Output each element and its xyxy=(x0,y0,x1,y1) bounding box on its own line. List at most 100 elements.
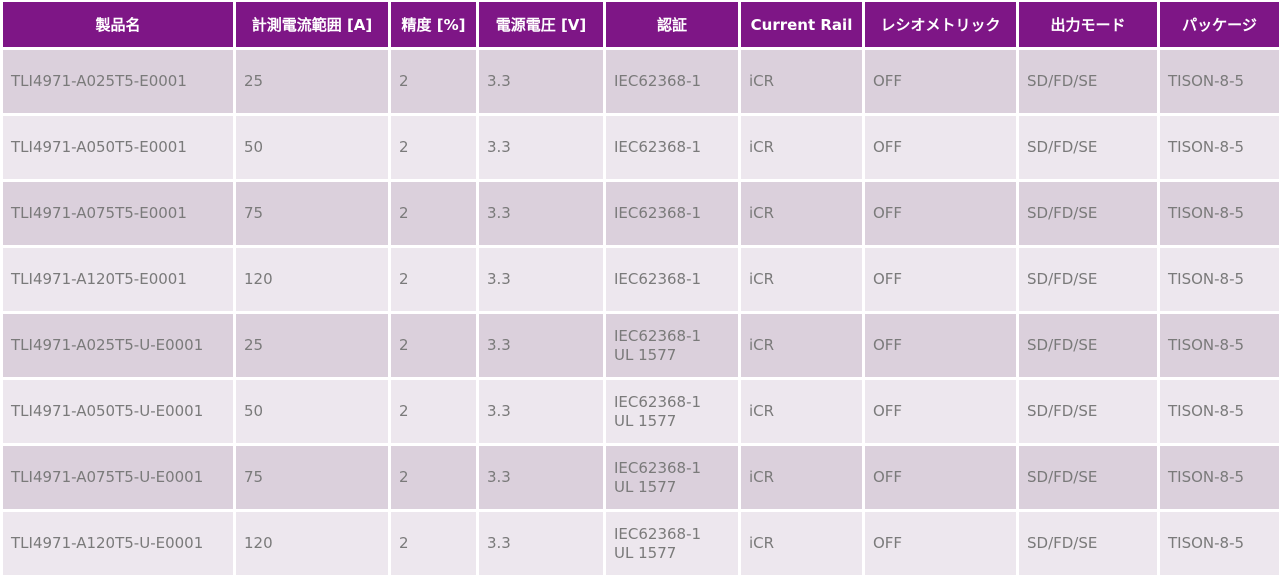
cell-rail: iCR xyxy=(741,512,862,575)
cell-voltage: 3.3 xyxy=(479,314,603,377)
header-current-rail: Current Rail xyxy=(741,2,862,47)
table-row: TLI4971-A120T5-U-E0001 120 2 3.3 IEC6236… xyxy=(3,512,1279,575)
cert-line: IEC62368-1 xyxy=(614,326,702,345)
cell-accuracy: 2 xyxy=(391,446,476,509)
cert-line: UL 1577 xyxy=(614,477,677,496)
cell-package: TISON-8-5 xyxy=(1160,116,1279,179)
cell-range: 50 xyxy=(236,380,388,443)
cell-ratiometric: OFF xyxy=(865,248,1016,311)
header-product-name: 製品名 xyxy=(3,2,233,47)
cell-voltage: 3.3 xyxy=(479,182,603,245)
table-row: TLI4971-A075T5-U-E0001 75 2 3.3 IEC62368… xyxy=(3,446,1279,509)
cell-rail: iCR xyxy=(741,182,862,245)
cert-line: IEC62368-1 xyxy=(614,138,702,156)
cell-accuracy: 2 xyxy=(391,314,476,377)
cell-product: TLI4971-A075T5-U-E0001 xyxy=(3,446,233,509)
cell-package: TISON-8-5 xyxy=(1160,248,1279,311)
header-supply-voltage: 電源電圧 [V] xyxy=(479,2,603,47)
cell-range: 120 xyxy=(236,512,388,575)
cert-line: IEC62368-1 xyxy=(614,72,702,90)
cell-package: TISON-8-5 xyxy=(1160,182,1279,245)
cell-product: TLI4971-A075T5-E0001 xyxy=(3,182,233,245)
cell-certification: IEC62368-1 xyxy=(606,182,738,245)
cell-package: TISON-8-5 xyxy=(1160,512,1279,575)
cert-line: UL 1577 xyxy=(614,345,677,364)
cell-rail: iCR xyxy=(741,446,862,509)
cert-line: IEC62368-1 xyxy=(614,204,702,222)
cert-line: IEC62368-1 xyxy=(614,270,702,288)
cell-voltage: 3.3 xyxy=(479,248,603,311)
cell-range: 75 xyxy=(236,182,388,245)
header-ratiometric: レシオメトリック xyxy=(865,2,1016,47)
table-row: TLI4971-A025T5-E0001 25 2 3.3 IEC62368-1… xyxy=(3,50,1279,113)
cell-range: 120 xyxy=(236,248,388,311)
cell-accuracy: 2 xyxy=(391,248,476,311)
cell-mode: SD/FD/SE xyxy=(1019,512,1157,575)
table-row: TLI4971-A075T5-E0001 75 2 3.3 IEC62368-1… xyxy=(3,182,1279,245)
cell-product: TLI4971-A025T5-U-E0001 xyxy=(3,314,233,377)
cell-range: 75 xyxy=(236,446,388,509)
cell-ratiometric: OFF xyxy=(865,314,1016,377)
cell-mode: SD/FD/SE xyxy=(1019,182,1157,245)
cell-voltage: 3.3 xyxy=(479,446,603,509)
cell-accuracy: 2 xyxy=(391,50,476,113)
cell-rail: iCR xyxy=(741,50,862,113)
cell-ratiometric: OFF xyxy=(865,446,1016,509)
header-output-mode: 出力モード xyxy=(1019,2,1157,47)
cell-rail: iCR xyxy=(741,116,862,179)
cell-mode: SD/FD/SE xyxy=(1019,380,1157,443)
header-current-range: 計測電流範囲 [A] xyxy=(236,2,388,47)
cell-accuracy: 2 xyxy=(391,182,476,245)
table-row: TLI4971-A025T5-U-E0001 25 2 3.3 IEC62368… xyxy=(3,314,1279,377)
table-row: TLI4971-A050T5-E0001 50 2 3.3 IEC62368-1… xyxy=(3,116,1279,179)
cell-ratiometric: OFF xyxy=(865,50,1016,113)
cell-voltage: 3.3 xyxy=(479,50,603,113)
cell-package: TISON-8-5 xyxy=(1160,50,1279,113)
cell-voltage: 3.3 xyxy=(479,116,603,179)
cell-range: 25 xyxy=(236,50,388,113)
header-certification: 認証 xyxy=(606,2,738,47)
cell-certification: IEC62368-1 xyxy=(606,248,738,311)
cell-certification: IEC62368-1 xyxy=(606,50,738,113)
cell-mode: SD/FD/SE xyxy=(1019,248,1157,311)
cert-line: UL 1577 xyxy=(614,411,677,430)
cell-package: TISON-8-5 xyxy=(1160,380,1279,443)
cell-product: TLI4971-A120T5-U-E0001 xyxy=(3,512,233,575)
cell-product: TLI4971-A050T5-U-E0001 xyxy=(3,380,233,443)
cell-package: TISON-8-5 xyxy=(1160,314,1279,377)
cell-rail: iCR xyxy=(741,380,862,443)
cell-rail: iCR xyxy=(741,248,862,311)
cert-line: IEC62368-1 xyxy=(614,392,702,411)
cell-ratiometric: OFF xyxy=(865,182,1016,245)
cell-product: TLI4971-A050T5-E0001 xyxy=(3,116,233,179)
cell-mode: SD/FD/SE xyxy=(1019,50,1157,113)
cell-mode: SD/FD/SE xyxy=(1019,446,1157,509)
cell-ratiometric: OFF xyxy=(865,380,1016,443)
table-row: TLI4971-A050T5-U-E0001 50 2 3.3 IEC62368… xyxy=(3,380,1279,443)
cell-accuracy: 2 xyxy=(391,380,476,443)
cell-ratiometric: OFF xyxy=(865,116,1016,179)
cell-product: TLI4971-A025T5-E0001 xyxy=(3,50,233,113)
cell-accuracy: 2 xyxy=(391,512,476,575)
cell-range: 25 xyxy=(236,314,388,377)
cell-mode: SD/FD/SE xyxy=(1019,314,1157,377)
cell-voltage: 3.3 xyxy=(479,512,603,575)
cert-line: IEC62368-1 xyxy=(614,524,702,543)
cell-certification: IEC62368-1 UL 1577 xyxy=(606,380,738,443)
cell-voltage: 3.3 xyxy=(479,380,603,443)
cell-mode: SD/FD/SE xyxy=(1019,116,1157,179)
table-row: TLI4971-A120T5-E0001 120 2 3.3 IEC62368-… xyxy=(3,248,1279,311)
cell-package: TISON-8-5 xyxy=(1160,446,1279,509)
cell-rail: iCR xyxy=(741,314,862,377)
cell-certification: IEC62368-1 UL 1577 xyxy=(606,314,738,377)
cell-certification: IEC62368-1 xyxy=(606,116,738,179)
cell-range: 50 xyxy=(236,116,388,179)
cell-product: TLI4971-A120T5-E0001 xyxy=(3,248,233,311)
cert-line: UL 1577 xyxy=(614,543,677,562)
cert-line: IEC62368-1 xyxy=(614,458,702,477)
cell-accuracy: 2 xyxy=(391,116,476,179)
cell-certification: IEC62368-1 UL 1577 xyxy=(606,512,738,575)
cell-ratiometric: OFF xyxy=(865,512,1016,575)
cell-certification: IEC62368-1 UL 1577 xyxy=(606,446,738,509)
